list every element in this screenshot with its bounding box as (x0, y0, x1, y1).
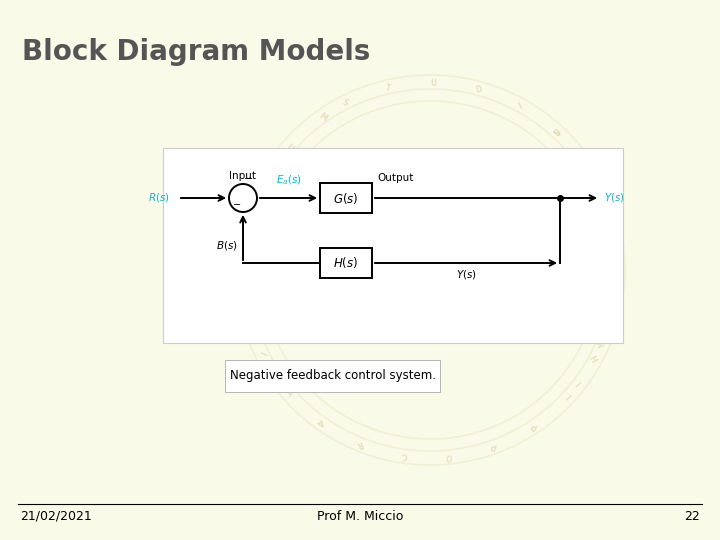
Text: $Y(s)$: $Y(s)$ (604, 192, 625, 205)
Text: H: H (590, 353, 600, 363)
FancyBboxPatch shape (163, 148, 623, 343)
Text: STUDIUM SALERNI: STUDIUM SALERNI (379, 325, 480, 335)
Text: N: N (597, 339, 608, 348)
Text: M: M (581, 163, 593, 174)
FancyBboxPatch shape (225, 360, 440, 392)
Text: C: C (242, 305, 252, 313)
Text: U: U (430, 78, 436, 87)
Text: E: E (611, 251, 621, 256)
Text: $-$: $-$ (243, 172, 253, 182)
Text: I: I (238, 272, 248, 275)
Text: 22: 22 (684, 510, 700, 523)
Text: Negative feedback control system.: Negative feedback control system. (230, 369, 436, 382)
Text: D: D (474, 84, 482, 94)
Text: I: I (258, 182, 268, 188)
Text: I: I (564, 391, 573, 399)
Circle shape (229, 184, 257, 212)
Text: U: U (552, 128, 563, 139)
Text: T: T (282, 385, 292, 395)
Text: $R(s)$: $R(s)$ (148, 192, 170, 205)
Text: $G(s)$: $G(s)$ (333, 191, 359, 206)
Text: R: R (356, 438, 364, 449)
Text: A: A (315, 416, 325, 427)
Text: C: C (400, 450, 408, 460)
Text: $Y(s)$: $Y(s)$ (456, 268, 477, 281)
Text: L: L (602, 205, 612, 213)
Text: S: S (552, 128, 562, 138)
Text: S: S (341, 98, 349, 109)
Text: R: R (610, 295, 620, 303)
Text: I: I (257, 349, 266, 355)
Text: C: C (244, 314, 254, 322)
Text: $H(s)$: $H(s)$ (333, 255, 359, 271)
Text: $-$: $-$ (232, 198, 241, 208)
Text: P: P (530, 420, 539, 430)
Text: U: U (284, 142, 294, 153)
Text: Input: Input (229, 171, 256, 181)
Text: 21/02/2021: 21/02/2021 (20, 510, 91, 523)
Text: $B(s)$: $B(s)$ (216, 239, 238, 252)
FancyBboxPatch shape (320, 248, 372, 278)
Text: P: P (490, 441, 498, 451)
Text: I: I (575, 379, 584, 387)
Text: HIPPOCRATICA: HIPPOCRATICA (390, 205, 470, 215)
Text: Prof M. Miccio: Prof M. Miccio (317, 510, 403, 523)
Text: Block Diagram Models: Block Diagram Models (22, 38, 370, 66)
Text: I: I (517, 102, 524, 111)
Text: T: T (384, 83, 392, 93)
Text: $E_a(s)$: $E_a(s)$ (276, 173, 302, 187)
FancyBboxPatch shape (320, 183, 372, 213)
Text: M: M (317, 111, 328, 123)
Text: V: V (243, 224, 253, 232)
Text: O: O (446, 451, 454, 461)
Text: Output: Output (377, 173, 413, 183)
Text: A: A (238, 260, 248, 267)
Text: A: A (582, 163, 593, 173)
